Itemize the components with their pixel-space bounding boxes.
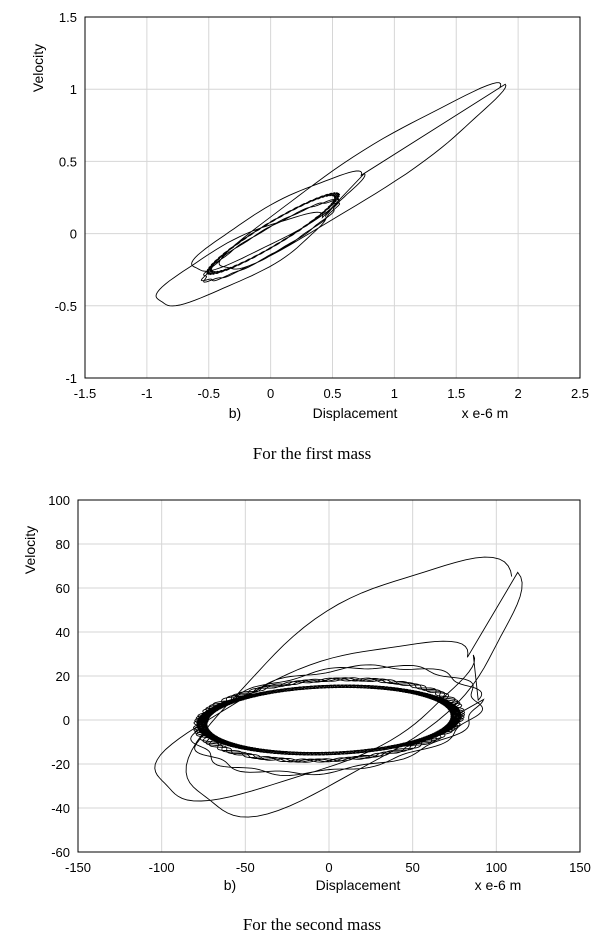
chart2-y-tick-label: 80: [56, 537, 70, 552]
chart2-y-tick-label: -40: [51, 801, 70, 816]
chart2-caption: For the second mass: [243, 915, 381, 934]
chart1-x-tick-label: 1.5: [447, 386, 465, 401]
chart2-y-tick-label: 20: [56, 669, 70, 684]
chart1-y-tick-label: 0: [70, 227, 77, 242]
chart2-y-tick-label: -20: [51, 757, 70, 772]
chart1-x-tick-label: 0: [267, 386, 274, 401]
chart1-x-tick-label: 0.5: [323, 386, 341, 401]
chart1-x-axis-label: Displacement: [313, 405, 398, 421]
chart1-x-tick-label: -1: [141, 386, 153, 401]
chart1-y-axis-label: Velocity: [30, 44, 46, 92]
chart2-x-unit-label: x e-6 m: [475, 877, 522, 893]
chart1-series-line: [155, 82, 507, 307]
chart2-x-tick-label: 100: [485, 860, 507, 875]
chart2-y-axis-label: Velocity: [22, 526, 38, 574]
chart1-plot-frame: [84, 16, 581, 379]
chart1-y-tick-label: 0.5: [59, 154, 77, 169]
chart2-x-tick-label: 0: [325, 860, 332, 875]
chart1-y-tick-label: -1: [65, 371, 77, 386]
chart2-y-tick-label: 60: [56, 581, 70, 596]
chart2-y-tick-label: 0: [63, 713, 70, 728]
chart1-x-tick-label: 2: [515, 386, 522, 401]
chart1-x-unit-label: x e-6 m: [462, 405, 509, 421]
chart1-y-tick-label: 1: [70, 82, 77, 97]
chart2-x-tick-label: -50: [236, 860, 255, 875]
chart1-x-tick-label: 1: [391, 386, 398, 401]
chart2-x-tick-label: -100: [149, 860, 175, 875]
chart2-x-tick-label: -150: [65, 860, 91, 875]
chart1-caption: For the first mass: [253, 444, 372, 463]
chart1-panel-label: b): [229, 405, 241, 421]
chart1-x-tick-label: 2.5: [571, 386, 589, 401]
chart1-y-tick-label: 1.5: [59, 10, 77, 25]
chart2-x-tick-label: 150: [569, 860, 591, 875]
chart2-x-axis-label: Displacement: [316, 877, 401, 893]
chart2-x-tick-label: 50: [405, 860, 419, 875]
chart2-plot-frame: [77, 499, 581, 853]
chart1-x-tick-label: -0.5: [198, 386, 220, 401]
chart1-x-tick-label: -1.5: [74, 386, 96, 401]
chart2-y-tick-label: -60: [51, 845, 70, 860]
chart1-y-tick-label: -0.5: [55, 299, 77, 314]
chart2-series-line: [154, 556, 523, 818]
chart2-y-tick-label: 40: [56, 625, 70, 640]
chart2-y-tick-label: 100: [48, 493, 70, 508]
chart2-panel-label: b): [224, 877, 236, 893]
